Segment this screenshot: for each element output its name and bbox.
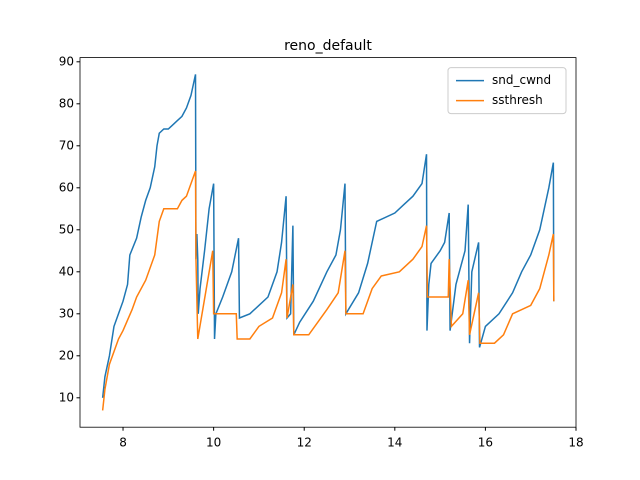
y-tick-label: 40 (59, 264, 74, 278)
y-tick-label: 80 (59, 96, 74, 110)
x-tick-label: 12 (297, 436, 312, 450)
plot-frame (79, 57, 577, 428)
x-tick-label: 18 (568, 436, 583, 450)
y-tick-label: 90 (59, 54, 74, 68)
x-tick-label: 14 (387, 436, 402, 450)
legend-label: snd_cwnd (492, 73, 551, 87)
y-tick-label: 30 (59, 306, 74, 320)
y-tick-label: 60 (59, 180, 74, 194)
y-tick-label: 70 (59, 138, 74, 152)
y-tick-label: 10 (59, 390, 74, 404)
legend-box (447, 67, 567, 115)
y-tick-label: 50 (59, 222, 74, 236)
series-line (101, 170, 555, 411)
x-tick-label: 8 (119, 436, 127, 450)
x-tick-label: 16 (478, 436, 493, 450)
chart-title: reno_default (284, 38, 372, 54)
y-tick-label: 20 (59, 348, 74, 362)
legend-label: ssthresh (492, 93, 543, 107)
series-line (101, 74, 555, 398)
x-tick-label: 10 (206, 436, 221, 450)
